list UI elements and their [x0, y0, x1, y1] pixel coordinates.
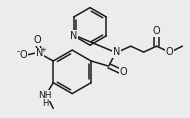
Text: N: N	[70, 31, 77, 41]
Text: N: N	[113, 47, 120, 57]
Text: O: O	[153, 26, 160, 36]
Text: O: O	[20, 50, 27, 60]
Text: N: N	[36, 48, 43, 58]
Text: O: O	[166, 47, 173, 57]
Text: +: +	[40, 47, 46, 53]
Text: O: O	[34, 35, 41, 45]
Text: NH: NH	[39, 91, 52, 100]
Text: H: H	[42, 99, 48, 108]
Text: -: -	[17, 48, 20, 57]
Text: O: O	[120, 67, 128, 77]
